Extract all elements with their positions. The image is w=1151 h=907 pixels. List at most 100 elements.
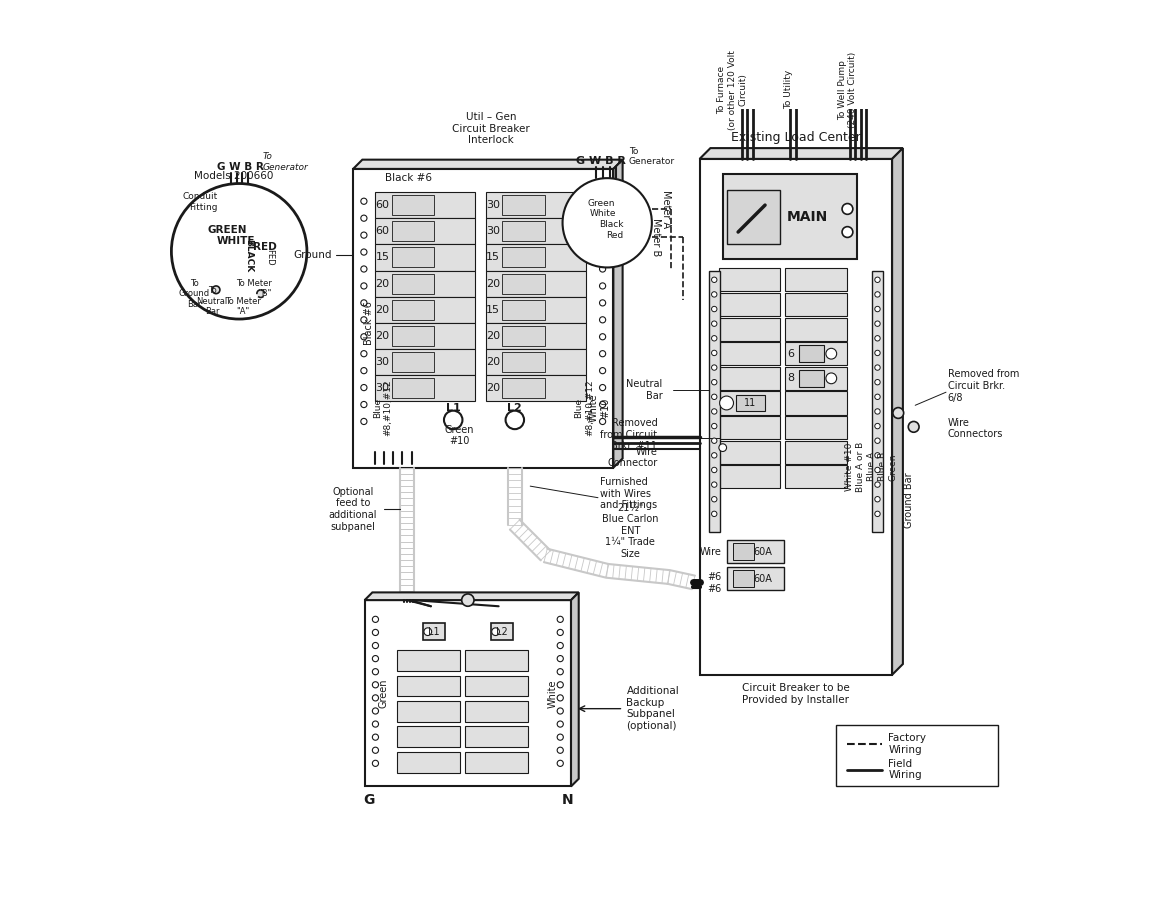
Bar	[719, 342, 780, 366]
Bar	[486, 192, 586, 219]
Bar	[486, 349, 586, 375]
Text: Black #6: Black #6	[364, 301, 374, 345]
Circle shape	[557, 721, 563, 727]
Circle shape	[600, 385, 605, 391]
Bar	[397, 752, 460, 773]
Circle shape	[600, 367, 605, 374]
Text: Blue
#8,#10,#12: Blue #8,#10,#12	[574, 379, 594, 436]
Circle shape	[875, 496, 881, 502]
Circle shape	[875, 395, 881, 399]
Circle shape	[875, 336, 881, 341]
Text: To Furnace
(or other 120 Volt
Circuit): To Furnace (or other 120 Volt Circuit)	[717, 50, 747, 130]
Bar	[735, 395, 765, 411]
Bar	[503, 221, 544, 241]
Bar	[375, 270, 474, 297]
Text: Ground: Ground	[294, 250, 331, 260]
Text: Optional
feed to
additional
subpanel: Optional feed to additional subpanel	[329, 487, 378, 532]
Bar	[719, 392, 780, 414]
Circle shape	[360, 283, 367, 289]
Bar	[391, 221, 434, 241]
Circle shape	[875, 409, 881, 414]
Text: To Well Pump
(240 Volt Circuit): To Well Pump (240 Volt Circuit)	[838, 52, 857, 128]
Text: 20: 20	[486, 278, 501, 288]
Circle shape	[373, 707, 379, 714]
Circle shape	[462, 594, 474, 606]
Circle shape	[360, 317, 367, 323]
Text: To Utility: To Utility	[785, 70, 793, 109]
Circle shape	[875, 321, 881, 327]
Bar	[465, 650, 528, 671]
Bar	[503, 248, 544, 268]
Text: Green: Green	[379, 678, 388, 708]
Text: Green
#10: Green #10	[444, 424, 474, 446]
Circle shape	[711, 438, 717, 444]
Text: L2: L2	[508, 403, 523, 413]
Text: Existing Load Center: Existing Load Center	[731, 131, 861, 144]
Text: WHITE: WHITE	[216, 236, 256, 246]
Circle shape	[360, 198, 367, 204]
Circle shape	[360, 300, 367, 306]
Circle shape	[557, 707, 563, 714]
Bar	[375, 192, 474, 219]
Circle shape	[711, 307, 717, 312]
Circle shape	[711, 453, 717, 458]
Text: G W B R: G W B R	[577, 156, 626, 166]
Bar	[375, 323, 474, 349]
Text: 30: 30	[375, 384, 389, 394]
Circle shape	[557, 642, 563, 649]
Bar	[486, 375, 586, 402]
Circle shape	[257, 290, 265, 297]
Bar	[785, 342, 847, 366]
Bar	[785, 416, 847, 439]
Text: RED: RED	[253, 241, 277, 251]
Text: 60A: 60A	[753, 573, 772, 583]
Bar	[726, 567, 784, 590]
Bar	[465, 701, 528, 722]
Circle shape	[600, 418, 605, 424]
Text: MAIN: MAIN	[787, 210, 828, 224]
Bar	[733, 571, 754, 587]
Bar	[785, 268, 847, 291]
Polygon shape	[353, 160, 623, 169]
Text: Meter A: Meter A	[661, 190, 671, 228]
Circle shape	[557, 668, 563, 675]
Circle shape	[373, 747, 379, 754]
Text: 20: 20	[486, 331, 501, 341]
Circle shape	[373, 616, 379, 622]
Circle shape	[491, 628, 500, 636]
Text: Meter B: Meter B	[651, 218, 661, 256]
Text: Green: Green	[889, 454, 898, 481]
Bar	[785, 293, 847, 316]
Text: 8: 8	[787, 374, 795, 384]
Circle shape	[875, 453, 881, 458]
Circle shape	[360, 232, 367, 239]
Circle shape	[600, 402, 605, 407]
Circle shape	[600, 317, 605, 323]
Text: Factory
Wiring: Factory Wiring	[889, 733, 927, 755]
Bar	[719, 441, 780, 463]
Bar	[503, 378, 544, 398]
Bar	[726, 540, 784, 563]
Circle shape	[711, 395, 717, 399]
Circle shape	[875, 307, 881, 312]
Circle shape	[893, 407, 904, 418]
Text: G W B R: G W B R	[218, 161, 264, 171]
Bar	[726, 190, 780, 244]
Circle shape	[875, 438, 881, 444]
Text: 21½"
Blue Carlon
ENT
1¼" Trade
Size: 21½" Blue Carlon ENT 1¼" Trade Size	[602, 502, 658, 559]
Text: To
Generator: To Generator	[628, 147, 674, 166]
Bar	[397, 650, 460, 671]
Bar	[486, 219, 586, 244]
Circle shape	[908, 422, 918, 433]
Bar	[375, 244, 474, 270]
Bar	[486, 297, 586, 323]
Circle shape	[505, 411, 524, 429]
Circle shape	[557, 629, 563, 636]
Text: L1: L1	[428, 627, 440, 637]
Text: Removed from
Circuit Brkr.
6/8: Removed from Circuit Brkr. 6/8	[947, 369, 1019, 403]
Circle shape	[600, 198, 605, 204]
Text: Models 200660: Models 200660	[195, 171, 274, 181]
Bar	[503, 195, 544, 215]
Text: L1: L1	[445, 403, 460, 413]
Circle shape	[719, 396, 733, 410]
